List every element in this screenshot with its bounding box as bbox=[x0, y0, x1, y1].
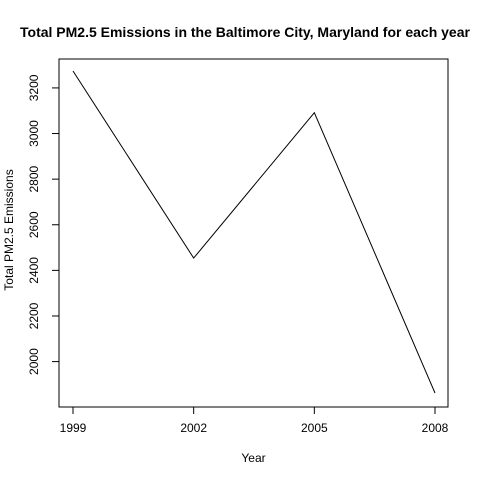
x-tick-label: 2002 bbox=[180, 421, 207, 435]
x-axis-label: Year bbox=[241, 451, 265, 465]
x-axis: 1999 2002 2005 2008 bbox=[60, 406, 449, 435]
y-tick-label: 3000 bbox=[27, 120, 41, 147]
y-tick-label: 2600 bbox=[27, 211, 41, 238]
y-axis-label: Total PM2.5 Emissions bbox=[2, 169, 16, 290]
y-tick-label: 2200 bbox=[27, 302, 41, 329]
x-tick-label: 2005 bbox=[301, 421, 328, 435]
x-tick-label: 1999 bbox=[60, 421, 87, 435]
y-tick-label: 2000 bbox=[27, 348, 41, 375]
series-line bbox=[72, 70, 436, 394]
chart-title: Total PM2.5 Emissions in the Baltimore C… bbox=[20, 24, 470, 40]
plot-box bbox=[58, 58, 449, 408]
x-tick-label: 2008 bbox=[422, 421, 449, 435]
series-layer bbox=[72, 70, 436, 394]
y-axis: 2000 2200 2400 2600 2800 3000 3200 bbox=[27, 74, 60, 375]
y-tick-label: 2400 bbox=[27, 257, 41, 284]
y-tick-label: 3200 bbox=[27, 74, 41, 101]
y-tick-label: 2800 bbox=[27, 165, 41, 192]
